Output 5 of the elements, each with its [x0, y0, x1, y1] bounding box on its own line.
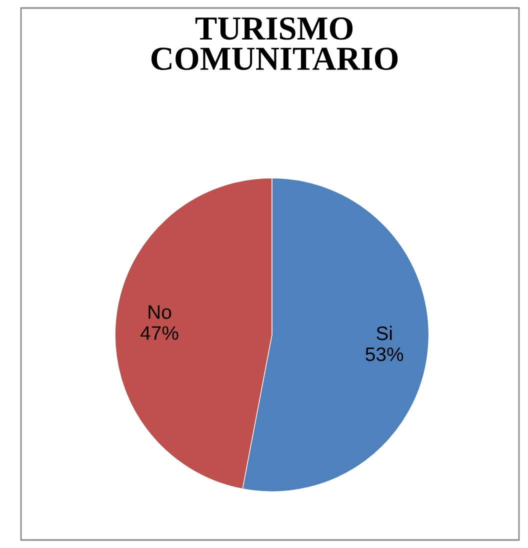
slice-label: No: [148, 305, 172, 319]
slice-label: Si: [376, 326, 392, 340]
data-label: 47%: [140, 326, 178, 340]
data-label: 53%: [366, 347, 404, 362]
chart-title: TURISMO COMUNITARIO: [151, 17, 398, 70]
